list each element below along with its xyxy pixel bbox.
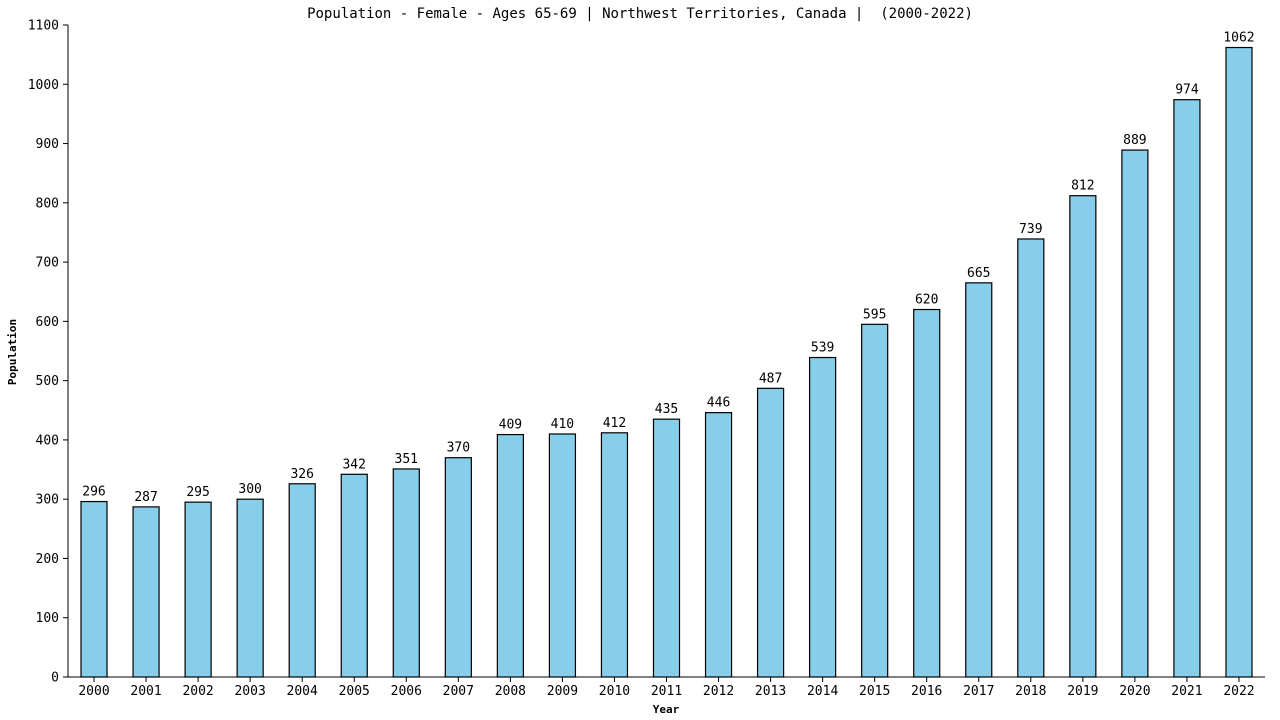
x-tick-label: 2007 [443, 684, 474, 699]
value-label: 665 [967, 266, 990, 281]
value-label: 446 [707, 396, 730, 411]
value-label: 342 [342, 457, 365, 472]
value-label: 351 [395, 452, 418, 467]
bar-2020 [1121, 149, 1149, 678]
x-tick-label: 2014 [807, 684, 838, 699]
bar-2009 [548, 433, 577, 678]
bar-2019 [1069, 195, 1097, 678]
y-tick-label: 400 [36, 433, 59, 448]
x-tick-label: 2002 [182, 684, 213, 699]
bar-2002 [184, 501, 212, 678]
x-tick-label: 2017 [963, 684, 994, 699]
x-tick-label: 2010 [599, 684, 630, 699]
x-tick-label: 2001 [130, 684, 161, 699]
bar-2004 [288, 483, 316, 678]
bar-2008 [496, 433, 524, 678]
y-tick-label: 200 [36, 552, 59, 567]
x-tick-label: 2000 [78, 684, 109, 699]
x-tick-label: 2011 [651, 684, 682, 699]
value-label: 974 [1175, 83, 1199, 98]
bar-2007 [444, 457, 472, 678]
x-tick-label: 2004 [287, 684, 318, 699]
x-tick-label: 2009 [547, 684, 578, 699]
bar-2012 [704, 412, 733, 678]
value-labels-group: 296 287 295 300 326 342 351 370 409 410 412 435 446 4… [82, 31, 1254, 505]
bar-2013 [756, 387, 785, 678]
x-tick-label: 2005 [339, 684, 370, 699]
bar-2000 [80, 500, 108, 678]
y-tick-label: 100 [36, 611, 59, 626]
bar-2011 [652, 418, 681, 678]
value-label: 412 [603, 416, 626, 431]
value-label: 889 [1123, 133, 1146, 148]
value-label: 410 [551, 417, 574, 432]
bar-2001 [132, 506, 160, 678]
value-label: 300 [238, 482, 261, 497]
y-tick-label: 500 [36, 374, 59, 389]
value-label: 595 [863, 307, 886, 322]
value-label: 326 [290, 467, 313, 482]
bar-2016 [913, 308, 941, 678]
x-axis: 2000 2001 2002 2003 2004 2005 2006 2007 2008 2009… [68, 676, 1265, 699]
y-tick-label: 600 [36, 315, 59, 330]
bar-2005 [340, 473, 368, 678]
y-tick-label: 0 [51, 671, 59, 686]
bar-2017 [965, 282, 993, 678]
x-tick-label: 2016 [911, 684, 942, 699]
value-label: 1062 [1223, 31, 1254, 46]
y-tick-label: 800 [36, 196, 59, 211]
bar-2014 [809, 356, 837, 678]
x-tick-label: 2003 [234, 684, 265, 699]
bar-2015 [861, 323, 889, 678]
value-label: 287 [134, 490, 157, 505]
y-tick-label: 700 [36, 256, 59, 271]
bar-2021 [1173, 99, 1201, 678]
value-label: 370 [447, 441, 470, 456]
x-tick-label: 2008 [495, 684, 526, 699]
y-tick-label: 1100 [28, 19, 59, 34]
bar-2003 [236, 498, 264, 678]
bar-2022 [1225, 46, 1253, 678]
value-label: 409 [499, 418, 522, 433]
x-tick-label: 2012 [703, 684, 734, 699]
y-axis-title: Population [6, 319, 19, 385]
value-label: 296 [82, 485, 105, 500]
value-label: 435 [655, 402, 678, 417]
y-tick-label: 900 [36, 137, 59, 152]
value-label: 620 [915, 293, 938, 308]
x-tick-label: 2019 [1067, 684, 1098, 699]
y-tick-label: 1000 [28, 78, 59, 93]
x-tick-label: 2021 [1171, 684, 1202, 699]
value-label: 487 [759, 371, 782, 386]
x-tick-label: 2013 [755, 684, 786, 699]
value-label: 295 [186, 485, 209, 500]
x-tick-label: 2018 [1015, 684, 1046, 699]
value-label: 539 [811, 341, 834, 356]
y-tick-label: 300 [36, 493, 59, 508]
bar-2018 [1017, 238, 1045, 678]
x-tick-label: 2020 [1119, 684, 1150, 699]
y-axis: 0 100 200 300 400 500 600 700 800 900 1000 1100 [28, 19, 69, 686]
value-label: 739 [1019, 222, 1042, 237]
bars-group [80, 46, 1253, 678]
x-tick-label: 2015 [859, 684, 890, 699]
bar-2010 [600, 432, 629, 678]
value-label: 812 [1071, 179, 1094, 194]
x-tick-label: 2022 [1223, 684, 1254, 699]
chart-title: Population - Female - Ages 65-69 | North… [307, 6, 973, 22]
bar-2006 [392, 468, 420, 678]
x-tick-label: 2006 [391, 684, 422, 699]
x-axis-title: Year [653, 703, 680, 716]
